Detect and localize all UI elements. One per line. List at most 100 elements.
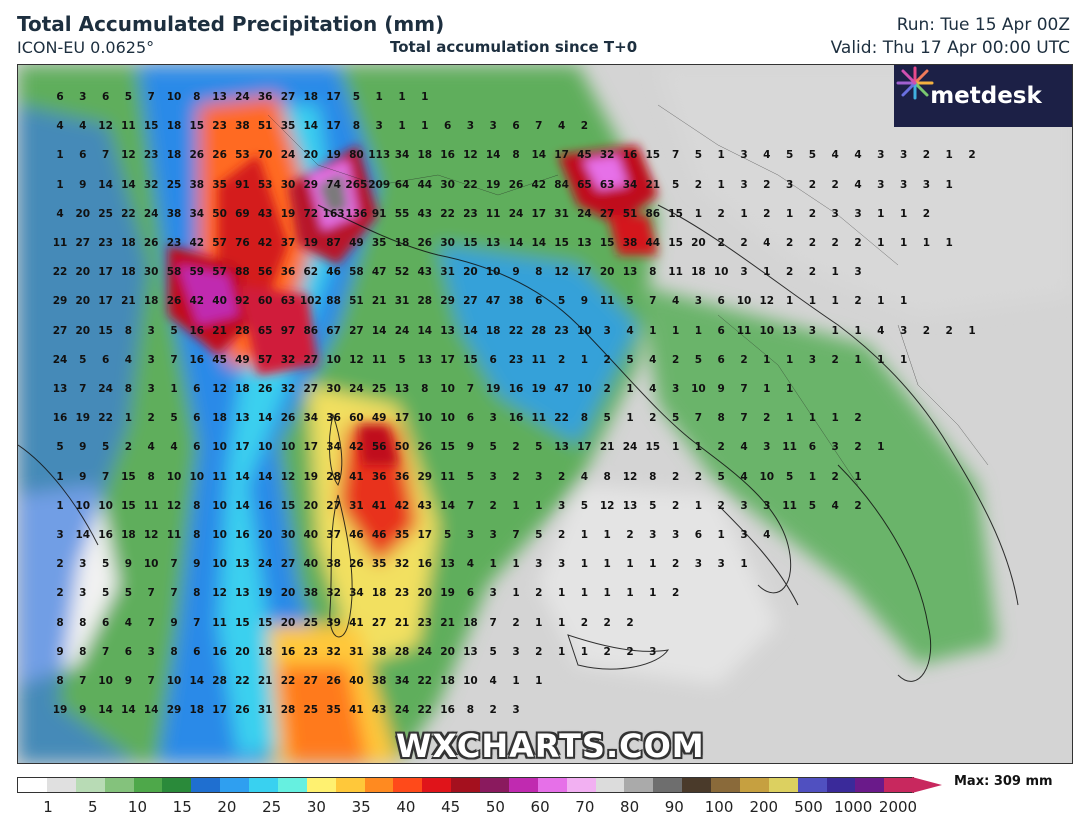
precip-value: 14 (371, 324, 387, 337)
precip-value: 3 (808, 353, 817, 366)
precip-value: 5 (785, 149, 794, 162)
precip-value: 44 (645, 237, 661, 249)
precip-value: 26 (189, 149, 205, 162)
precip-value: 8 (512, 149, 520, 162)
precip-value: 27 (303, 675, 319, 687)
precip-value: 41 (349, 704, 364, 717)
precip-value: 1 (899, 207, 908, 220)
precip-value: 28 (531, 324, 547, 337)
precip-value: 1 (968, 324, 976, 337)
precip-value: 86 (303, 324, 319, 337)
precip-value: 2 (603, 353, 611, 366)
precip-value: 23 (166, 237, 182, 249)
precip-value: 1 (649, 587, 657, 600)
precip-value: 1 (580, 558, 589, 571)
precip-value: 5 (808, 149, 817, 162)
precip-value: 27 (303, 383, 319, 395)
precip-value: 18 (121, 266, 136, 279)
precip-value: 9 (56, 645, 64, 658)
precip-value: 32 (394, 558, 410, 571)
precip-value: 36 (371, 470, 387, 483)
precip-value: 8 (193, 587, 201, 600)
precip-value: 59 (189, 266, 205, 279)
precip-value: 14 (98, 704, 113, 717)
precip-value: 10 (691, 383, 706, 395)
precip-value: 23 (98, 237, 113, 249)
precip-value: 42 (189, 237, 205, 249)
precip-value: 26 (417, 237, 433, 249)
precip-value: 91 (371, 207, 387, 220)
precip-value: 2 (945, 324, 953, 337)
precip-value: 1 (831, 324, 839, 337)
precip-value: 1 (877, 237, 885, 249)
color-swatch (364, 778, 394, 792)
precip-value: 10 (759, 470, 775, 483)
precip-value: 10 (417, 412, 433, 425)
precip-value: 2 (671, 470, 680, 483)
precip-value: 46 (349, 529, 364, 541)
precip-value: 24 (257, 558, 273, 571)
precip-value: 11 (782, 499, 797, 512)
precip-value: 22 (121, 207, 136, 220)
precip-value: 42 (394, 499, 410, 512)
precip-value: 41 (371, 499, 387, 512)
precip-value: 2 (854, 499, 862, 512)
precip-value: 12 (121, 149, 136, 162)
precip-value: 45 (212, 353, 227, 366)
precip-value: 69 (235, 207, 250, 220)
precip-value: 1 (877, 353, 885, 366)
precip-value: 3 (717, 558, 725, 571)
precip-value: 2 (603, 645, 611, 658)
color-scale-tick-label: 80 (620, 798, 640, 816)
color-swatch (480, 778, 509, 792)
precip-value: 22 (554, 412, 569, 425)
precip-value: 3 (512, 645, 520, 658)
precip-value: 24 (577, 207, 592, 220)
precip-value: 2 (535, 587, 543, 600)
precip-value: 7 (466, 499, 475, 512)
precip-value: 24 (394, 704, 410, 717)
precip-value: 2 (147, 412, 155, 425)
precip-value: 4 (854, 178, 862, 191)
precip-value: 7 (671, 149, 680, 162)
precip-value: 30 (440, 237, 455, 249)
precip-value: 6 (717, 295, 725, 308)
precip-value: 1 (398, 91, 406, 103)
precip-value: 30 (280, 178, 296, 191)
precip-value: 2 (740, 237, 748, 249)
precip-value: 38 (166, 207, 182, 220)
precip-value: 10 (98, 499, 113, 512)
precip-value: 21 (394, 616, 410, 629)
precip-value: 21 (257, 675, 273, 687)
precip-value: 28 (212, 675, 227, 687)
precip-value: 31 (349, 499, 364, 512)
precip-value: 19 (257, 587, 273, 600)
precip-value: 20 (75, 266, 91, 279)
precip-value: 24 (417, 645, 433, 658)
precip-value: 7 (79, 383, 87, 395)
precip-value: 11 (440, 470, 455, 483)
precip-value: 55 (394, 207, 410, 220)
precip-value: 1 (740, 558, 748, 571)
precip-value: 20 (691, 237, 706, 249)
precip-value: 65 (577, 178, 592, 191)
precip-value: 18 (303, 91, 319, 103)
precip-value: 3 (785, 178, 794, 191)
color-scale-tick-label: 70 (575, 798, 595, 816)
precip-value: 16 (508, 383, 524, 395)
precip-value: 51 (257, 120, 273, 133)
precip-value: 27 (326, 499, 341, 512)
precip-value: 8 (56, 616, 64, 629)
precip-value: 35 (212, 178, 227, 191)
precip-value: 10 (166, 470, 182, 483)
precip-value: 8 (170, 645, 178, 658)
precip-value: 1 (785, 295, 794, 308)
precip-value: 9 (79, 470, 87, 483)
color-swatch (537, 778, 567, 792)
precip-value: 3 (557, 499, 566, 512)
precip-value: 22 (417, 704, 433, 717)
precip-value: 14 (485, 149, 501, 162)
color-swatch (711, 778, 740, 792)
precip-value: 76 (235, 237, 250, 249)
precip-value: 3 (147, 383, 155, 395)
